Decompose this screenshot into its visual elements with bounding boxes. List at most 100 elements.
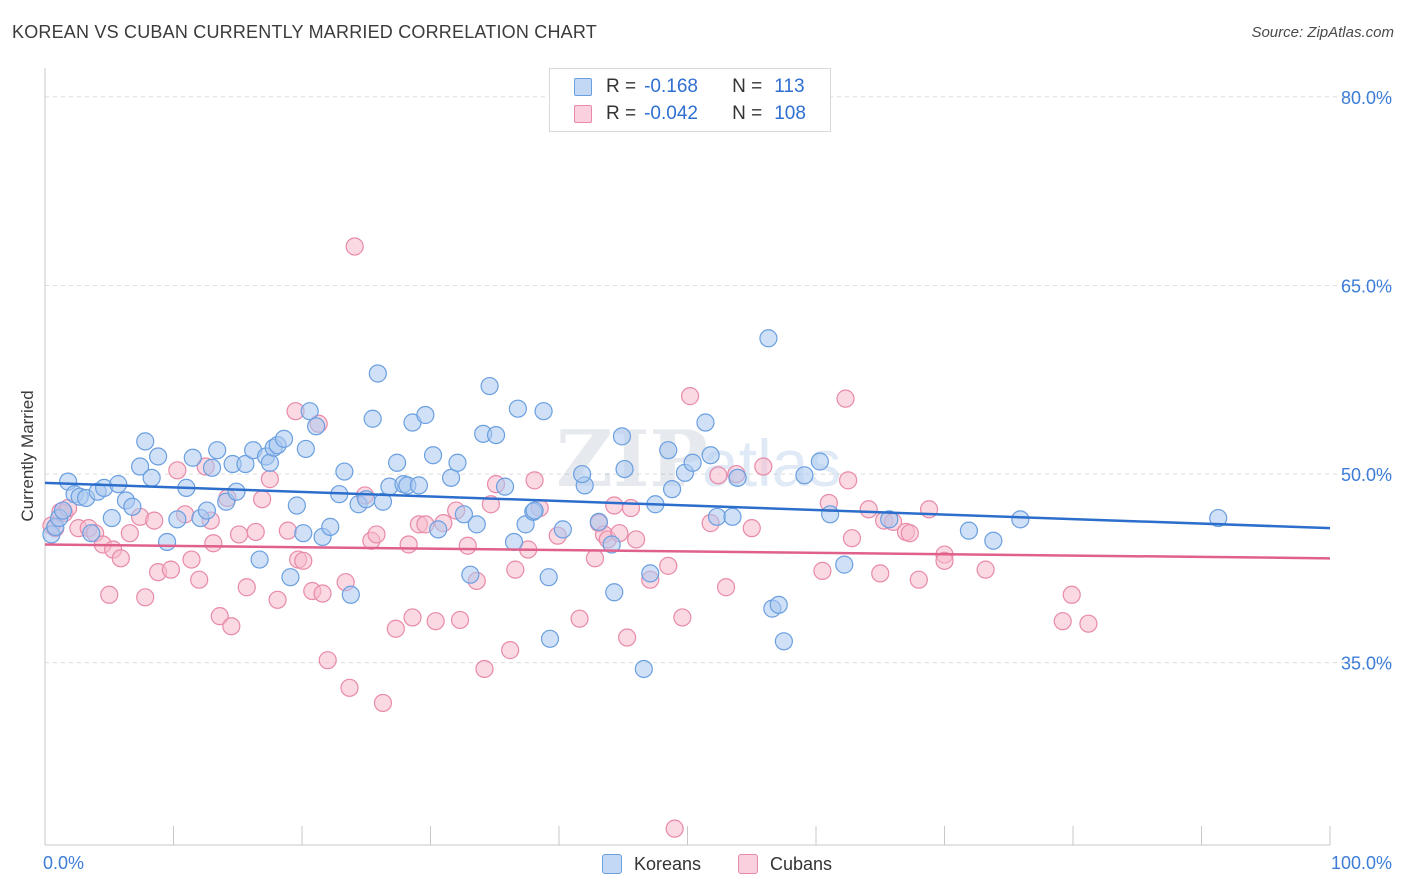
data-point-korean: [634, 659, 653, 679]
data-point-cuban: [268, 590, 287, 609]
data-point-korean: [53, 501, 73, 520]
legend-n-label: N =: [732, 76, 763, 97]
data-point-cuban: [229, 525, 249, 544]
data-point-cuban: [111, 549, 130, 568]
data-point-korean: [1011, 510, 1030, 529]
data-point-cuban: [403, 608, 422, 627]
data-point-korean: [486, 425, 506, 445]
data-point-korean: [183, 448, 202, 467]
data-point-korean: [409, 476, 429, 495]
data-point-cuban: [246, 522, 265, 542]
data-point-korean: [274, 429, 294, 448]
y-tick-label: 80.0%: [1341, 88, 1392, 108]
data-point-korean: [387, 453, 407, 472]
data-point-korean: [236, 454, 255, 474]
data-point-korean: [701, 446, 720, 465]
data-point-cuban: [458, 536, 477, 555]
data-point-korean: [723, 507, 742, 526]
data-point-korean: [202, 458, 222, 477]
data-point-korean: [307, 417, 326, 436]
data-point-korean: [495, 477, 515, 496]
legend-r-label: R =: [606, 103, 637, 124]
data-point-korean: [416, 405, 435, 425]
data-point-korean: [508, 399, 527, 418]
legend-row-cubans: R = -0.042 N = 108: [574, 101, 806, 127]
trend-line-cubans: [44, 543, 1331, 560]
data-point-cuban: [585, 549, 605, 568]
data-point-korean: [525, 501, 544, 520]
data-point-korean: [539, 568, 558, 587]
data-point-cuban: [182, 550, 201, 569]
data-point-korean: [573, 464, 592, 484]
data-point-cuban: [909, 570, 928, 589]
y-tick-label: 35.0%: [1341, 654, 1392, 674]
data-point-cuban: [976, 560, 995, 579]
source-label: Source: ZipAtlas.com: [1251, 24, 1394, 41]
data-point-korean: [260, 453, 279, 472]
data-point-korean: [683, 453, 702, 472]
legend-top: R = -0.168 N = 113 R = -0.042 N = 108: [549, 68, 831, 132]
data-point-cuban: [253, 490, 272, 509]
data-point-korean: [250, 550, 269, 569]
legend-swatch-koreans: [574, 78, 592, 96]
data-point-cuban: [168, 461, 187, 480]
data-point-korean: [423, 446, 443, 465]
legend-n-value: 108: [774, 103, 806, 124]
data-point-cuban: [386, 619, 405, 638]
data-point-korean: [707, 507, 727, 526]
data-point-korean: [759, 329, 778, 348]
data-point-korean: [480, 376, 499, 396]
data-point-korean: [429, 520, 448, 539]
data-point-korean: [157, 532, 177, 552]
data-point-korean: [553, 520, 572, 539]
data-point-korean: [1209, 508, 1228, 528]
data-point-cuban: [345, 237, 364, 256]
legend-label-koreans: Koreans: [634, 853, 702, 874]
legend-r-value: -0.042: [644, 103, 698, 124]
data-point-korean: [300, 402, 319, 421]
data-point-cuban: [716, 578, 736, 597]
y-tick-label: 65.0%: [1341, 276, 1392, 296]
data-point-korean: [148, 447, 168, 466]
data-point-cuban: [294, 551, 313, 570]
data-point-korean: [602, 535, 621, 554]
legend-r-label: R =: [606, 76, 637, 97]
data-point-cuban: [501, 641, 520, 660]
legend-swatch-koreans: [602, 854, 622, 874]
data-point-korean: [363, 409, 382, 428]
data-point-korean: [130, 457, 150, 476]
legend-n-value: 113: [774, 76, 805, 97]
series-koreans: [42, 329, 1228, 679]
data-point-cuban: [190, 570, 209, 589]
data-point-korean: [821, 505, 840, 524]
data-point-cuban: [605, 496, 624, 515]
data-point-korean: [208, 441, 227, 460]
data-point-cuban: [426, 612, 445, 631]
chart-title: KOREAN VS CUBAN CURRENTLY MARRIED CORREL…: [12, 22, 597, 42]
data-point-cuban: [136, 588, 155, 607]
x-tick-label: 100.0%: [1331, 853, 1392, 873]
data-point-korean: [82, 524, 101, 543]
data-point-cuban: [210, 607, 229, 626]
data-point-korean: [984, 531, 1003, 550]
data-point-korean: [467, 515, 486, 534]
data-point-korean: [605, 583, 624, 602]
data-point-korean: [880, 510, 899, 529]
data-point-cuban: [754, 457, 773, 476]
axes: [44, 68, 1331, 846]
data-point-korean: [142, 468, 161, 487]
data-point-cuban: [859, 500, 878, 519]
data-point-korean: [335, 462, 354, 481]
data-point-korean: [959, 521, 979, 540]
data-point-cuban: [450, 610, 470, 630]
legend-label-cubans: Cubans: [770, 853, 833, 874]
data-point-korean: [281, 568, 300, 587]
data-point-korean: [504, 532, 524, 552]
x-tick-label: 0.0%: [43, 853, 84, 873]
data-point-korean: [612, 427, 632, 446]
data-point-cuban: [161, 560, 181, 579]
data-point-cuban: [373, 693, 393, 713]
data-point-korean: [774, 632, 793, 651]
data-point-cuban: [1053, 612, 1072, 631]
data-point-korean: [296, 439, 315, 459]
